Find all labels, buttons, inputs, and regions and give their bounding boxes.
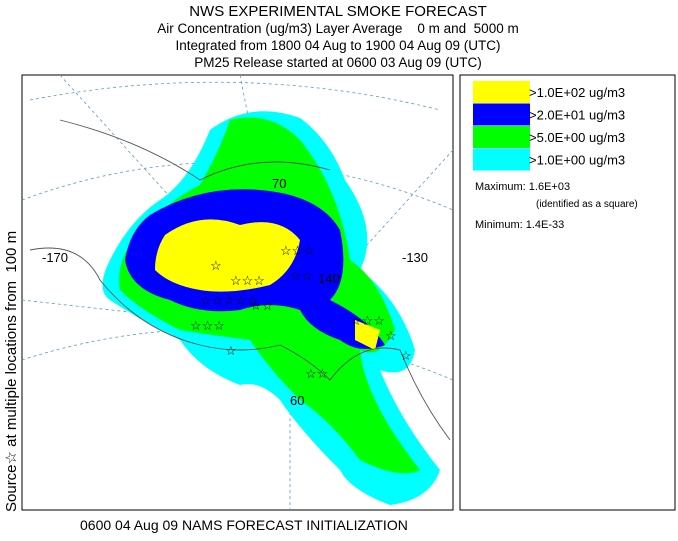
minimum: Minimum: 1.4E-33 (475, 219, 564, 231)
legend-swatch (473, 148, 530, 171)
grid-label: 140 (318, 271, 340, 286)
svg-text:☆☆☆: ☆☆☆ (230, 273, 265, 288)
legend: Maximum: 1.6E+03 (identified as a square… (459, 74, 676, 511)
subtitle: PM25 Release started at 0600 03 Aug 09 (… (194, 55, 481, 70)
svg-text:☆: ☆ (225, 343, 237, 358)
grid-label: 70 (272, 176, 286, 191)
coastline (59, 119, 331, 181)
svg-text:☆☆☆: ☆☆☆ (280, 243, 315, 258)
maximum-note: (identified as a square) (536, 199, 638, 210)
plume-1e2 (155, 219, 300, 292)
svg-text:☆☆☆: ☆☆☆ (190, 318, 225, 333)
title: NWS EXPERIMENTAL SMOKE FORECAST (189, 3, 487, 20)
legend-label: >1.0E+02 ug/m3 (529, 85, 625, 100)
plume-1e2 (355, 320, 380, 350)
svg-text:☆: ☆ (210, 258, 222, 273)
svg-text:☆☆: ☆☆ (290, 268, 313, 283)
legend-swatch (473, 81, 530, 103)
grid-label: -130 (402, 250, 428, 265)
svg-text:☆☆☆: ☆☆☆ (350, 313, 385, 328)
subtitle: Air Concentration (ug/m3) Layer Average … (157, 21, 518, 36)
legend-label: >5.0E+00 ug/m3 (529, 130, 625, 145)
maximum: Maximum: 1.6E+03 (475, 181, 570, 193)
legend-label: >2.0E+01 ug/m3 (529, 108, 625, 123)
svg-text:☆☆: ☆☆ (250, 298, 273, 313)
grid-label: -170 (42, 250, 68, 265)
side-label: Source☆ at multiple locations from 100 m (3, 231, 20, 512)
legend-label: >1.0E+00 ug/m3 (529, 153, 625, 168)
svg-text:☆: ☆ (400, 348, 412, 363)
legend-swatch (473, 103, 530, 126)
coastline (29, 247, 451, 441)
svg-text:☆: ☆ (385, 328, 397, 343)
footer: 0600 04 Aug 09 NAMS FORECAST INITIALIZAT… (80, 517, 408, 533)
grid-label: 60 (290, 393, 304, 408)
svg-text:☆☆☆☆☆: ☆☆☆☆☆ (200, 293, 258, 308)
map: ☆☆☆☆☆☆☆☆☆☆☆☆ ☆☆☆☆☆☆☆☆☆ ☆☆☆☆☆☆ -170 -130 … (21, 74, 454, 511)
subtitle: Integrated from 1800 04 Aug to 1900 04 A… (176, 38, 501, 53)
legend-swatch (473, 126, 530, 148)
svg-text:☆☆: ☆☆ (305, 366, 328, 381)
sources: ☆☆☆☆☆☆☆☆☆☆☆☆ ☆☆☆☆☆☆☆☆☆ ☆☆☆☆☆☆ (190, 243, 412, 381)
